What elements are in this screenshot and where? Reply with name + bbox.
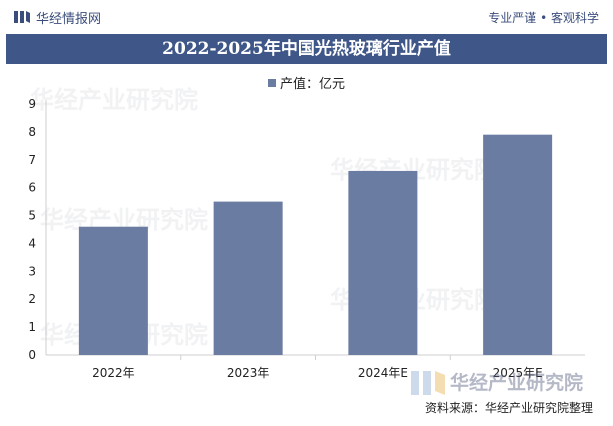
legend: 产值：亿元 xyxy=(0,73,613,92)
x-tick-label: 2022年 xyxy=(92,366,135,380)
y-tick-label: 9 xyxy=(28,97,36,111)
bar xyxy=(78,226,148,355)
x-tick-label: 2023年 xyxy=(227,366,270,380)
top-header: 华经情报网 专业严谨 • 客观科学 xyxy=(0,0,613,34)
watermark-logo-icon xyxy=(411,371,445,395)
y-tick-label: 2 xyxy=(28,292,36,306)
y-tick-label: 6 xyxy=(28,181,36,195)
y-tick-label: 8 xyxy=(28,125,36,139)
brand-name: 华经情报网 xyxy=(36,12,102,27)
x-tick-label: 2025年E xyxy=(493,366,543,380)
bar xyxy=(213,201,283,355)
title-bar: 2022-2025年中国光热玻璃行业产值 xyxy=(6,34,607,64)
slogan: 专业严谨 • 客观科学 xyxy=(488,11,599,25)
y-tick-label: 3 xyxy=(28,264,36,278)
y-tick-label: 0 xyxy=(28,348,36,362)
y-tick-label: 7 xyxy=(28,153,36,167)
legend-label: 产值：亿元 xyxy=(279,77,345,92)
chart-title: 2022-2025年中国光热玻璃行业产值 xyxy=(162,39,451,59)
y-tick-label: 5 xyxy=(28,209,36,223)
y-tick-label: 1 xyxy=(28,320,36,334)
x-tick-label: 2024年E xyxy=(358,366,408,380)
watermark-logo-text: 华经产业研究院 xyxy=(450,372,584,394)
brand-logo-icon xyxy=(14,11,30,23)
y-tick-label: 4 xyxy=(28,236,36,250)
legend-swatch xyxy=(267,79,276,87)
bar xyxy=(348,170,418,355)
source-note: 资料来源：华经产业研究院整理 xyxy=(424,401,593,415)
bar xyxy=(483,134,553,355)
